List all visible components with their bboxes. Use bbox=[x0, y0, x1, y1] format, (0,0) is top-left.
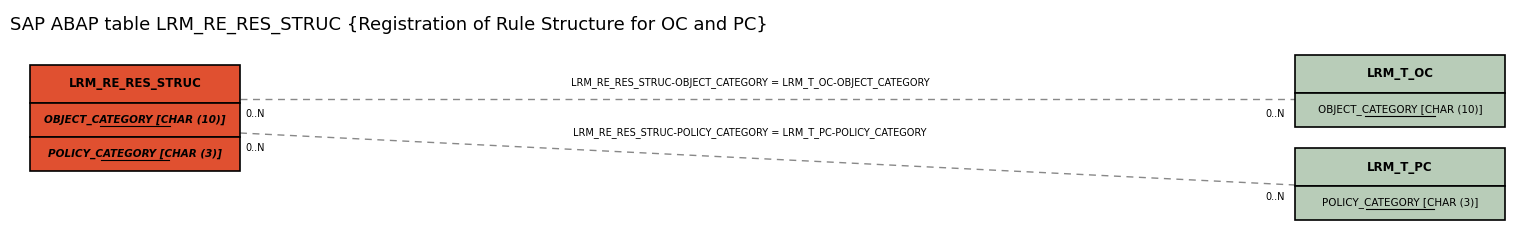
Text: LRM_RE_RES_STRUC: LRM_RE_RES_STRUC bbox=[68, 77, 201, 91]
Text: OBJECT_CATEGORY [CHAR (10)]: OBJECT_CATEGORY [CHAR (10)] bbox=[44, 115, 225, 125]
Text: 0..N: 0..N bbox=[245, 143, 265, 153]
Text: 0..N: 0..N bbox=[1265, 192, 1285, 202]
Text: 0..N: 0..N bbox=[245, 109, 265, 119]
Bar bbox=[1294, 186, 1504, 220]
Bar bbox=[30, 137, 240, 171]
Bar bbox=[30, 103, 240, 137]
Text: POLICY_CATEGORY [CHAR (3)]: POLICY_CATEGORY [CHAR (3)] bbox=[49, 149, 222, 159]
Bar bbox=[30, 65, 240, 103]
Text: LRM_RE_RES_STRUC-OBJECT_CATEGORY = LRM_T_OC-OBJECT_CATEGORY: LRM_RE_RES_STRUC-OBJECT_CATEGORY = LRM_T… bbox=[570, 77, 929, 88]
Bar bbox=[1294, 148, 1504, 186]
Text: LRM_RE_RES_STRUC-POLICY_CATEGORY = LRM_T_PC-POLICY_CATEGORY: LRM_RE_RES_STRUC-POLICY_CATEGORY = LRM_T… bbox=[573, 127, 926, 138]
Text: 0..N: 0..N bbox=[1265, 109, 1285, 119]
Bar bbox=[1294, 93, 1504, 127]
Text: LRM_T_PC: LRM_T_PC bbox=[1367, 160, 1433, 173]
Text: POLICY_CATEGORY [CHAR (3)]: POLICY_CATEGORY [CHAR (3)] bbox=[1322, 198, 1478, 209]
Text: OBJECT_CATEGORY [CHAR (10)]: OBJECT_CATEGORY [CHAR (10)] bbox=[1317, 105, 1483, 115]
Text: LRM_T_OC: LRM_T_OC bbox=[1366, 68, 1433, 81]
Bar bbox=[1294, 55, 1504, 93]
Text: SAP ABAP table LRM_RE_RES_STRUC {Registration of Rule Structure for OC and PC}: SAP ABAP table LRM_RE_RES_STRUC {Registr… bbox=[11, 16, 768, 34]
